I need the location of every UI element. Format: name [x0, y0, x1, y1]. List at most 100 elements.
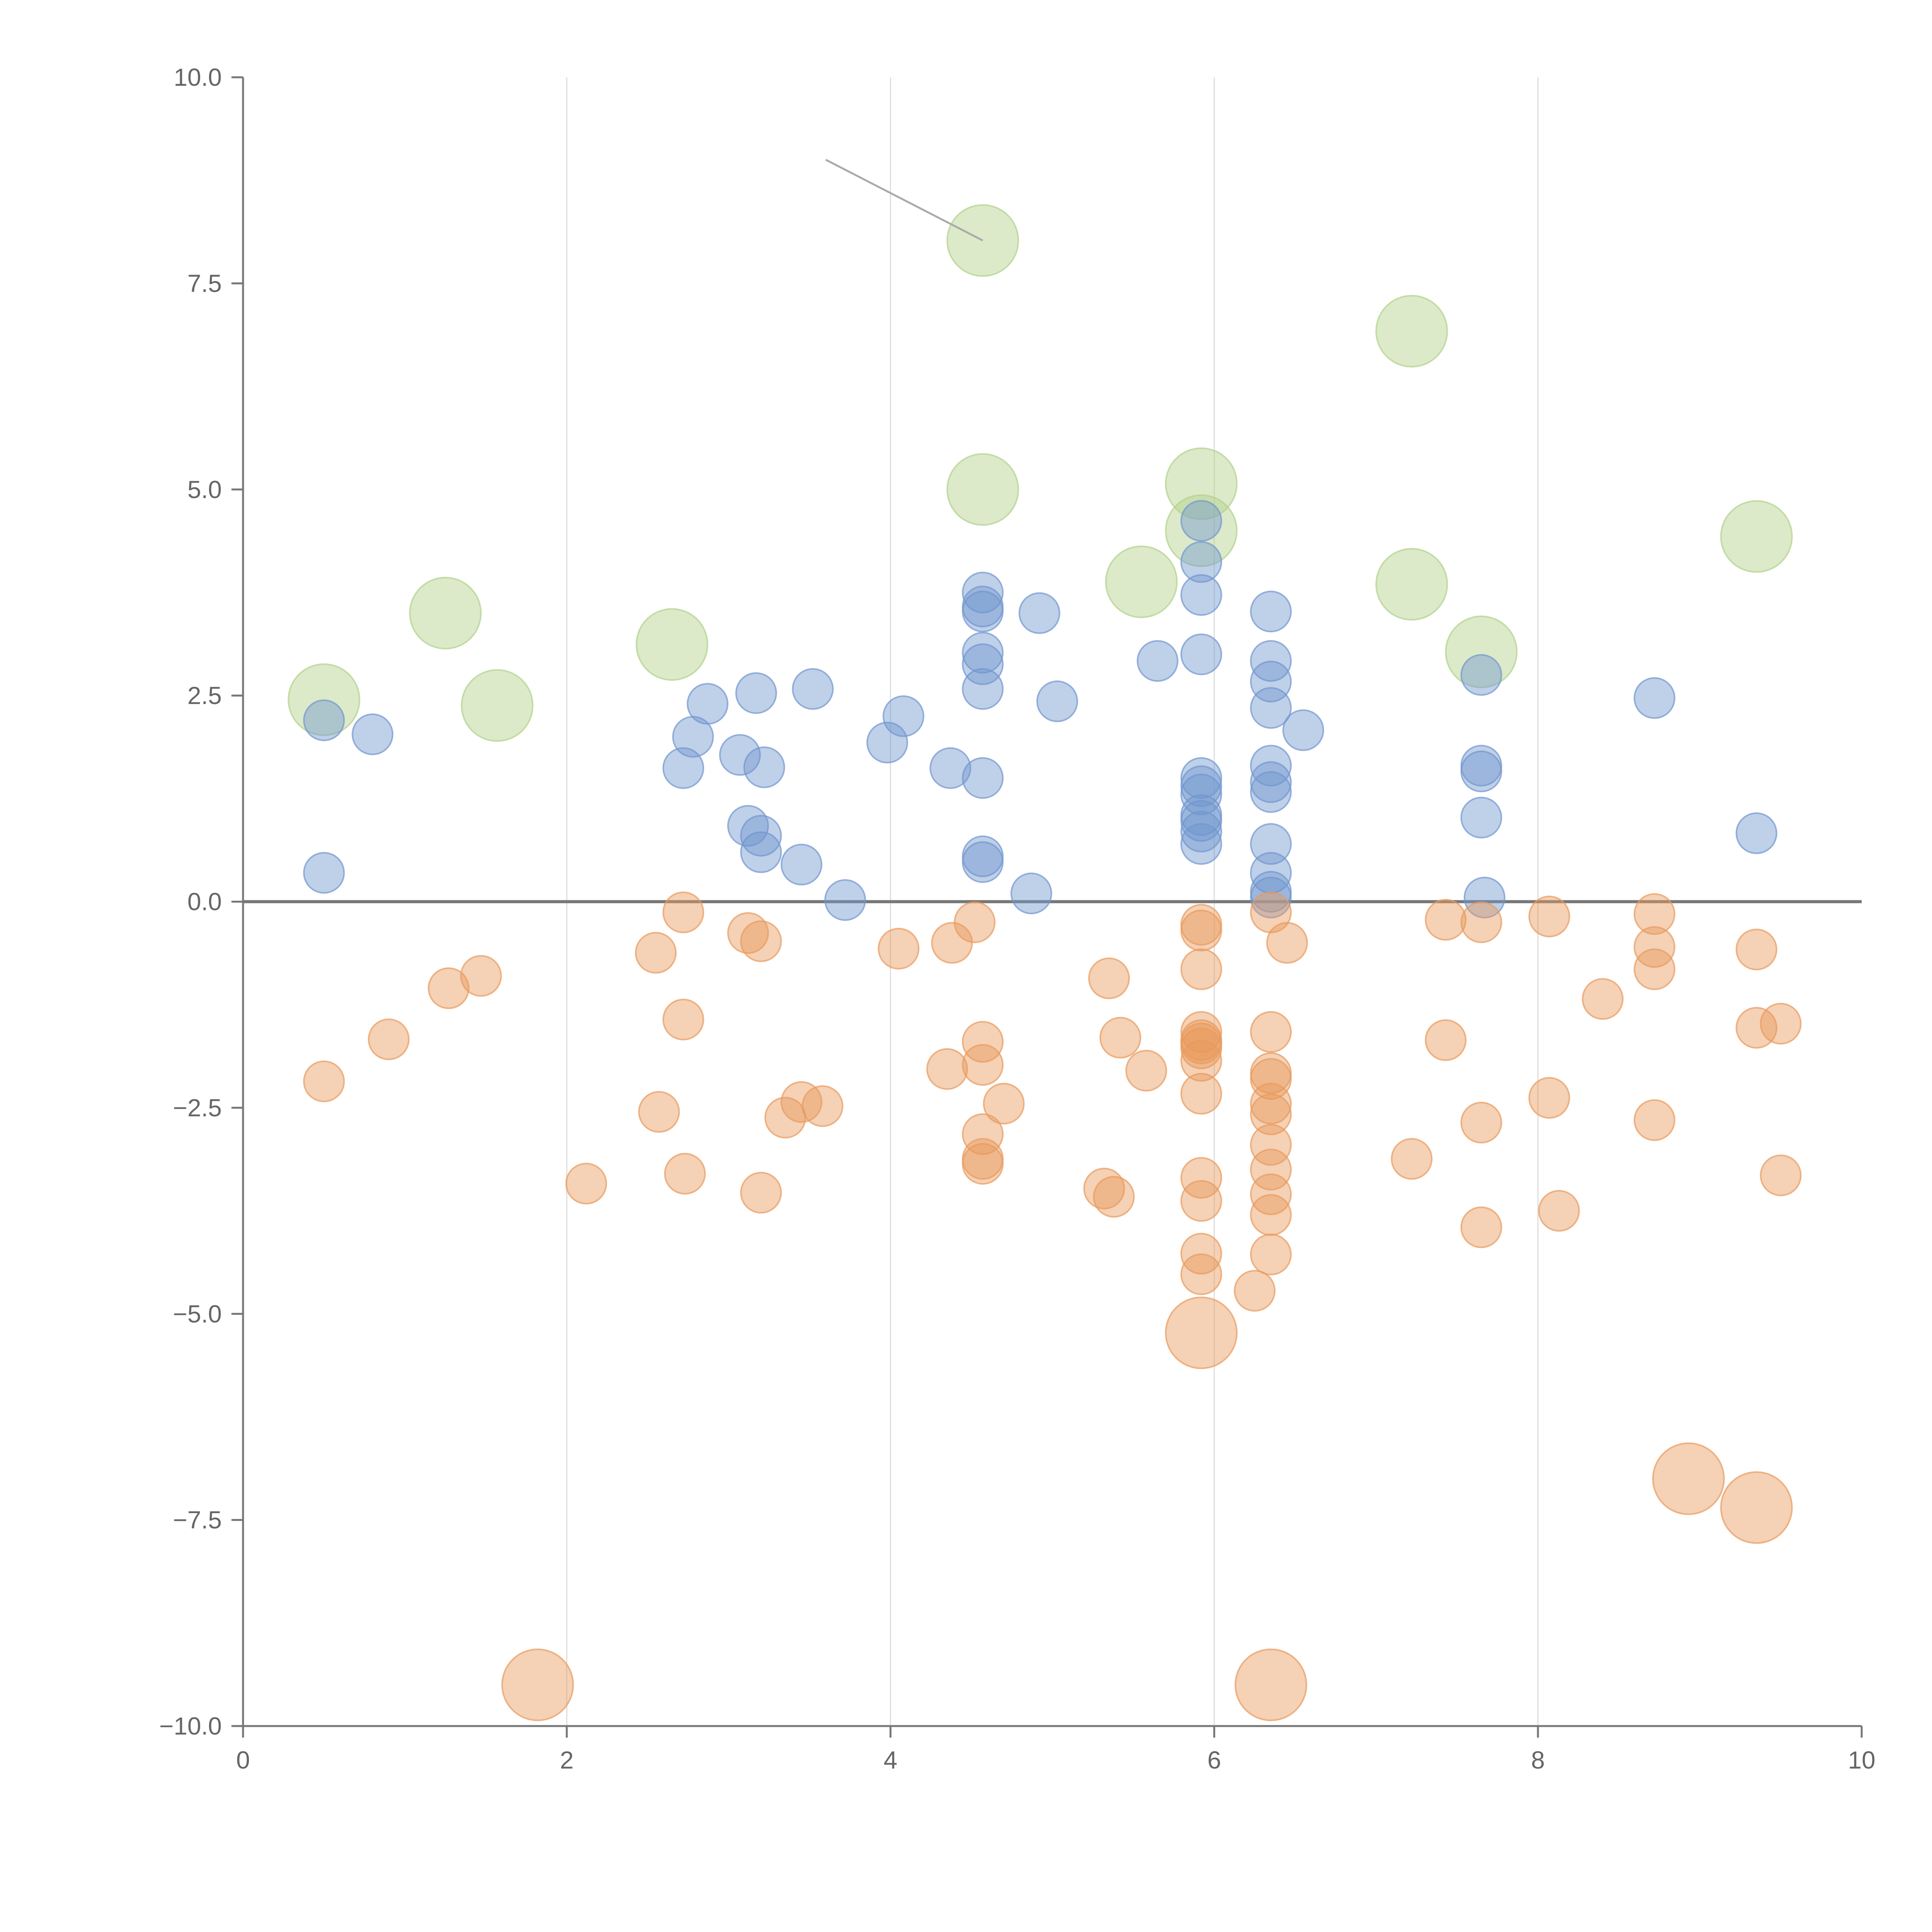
green-point: [1445, 616, 1518, 689]
blue-point: [735, 672, 777, 714]
y-tick-label: −10.0: [159, 1712, 222, 1740]
orange-point: [983, 1083, 1025, 1125]
orange-point: [1180, 910, 1222, 952]
orange-point: [1250, 1058, 1292, 1100]
orange-point: [926, 1048, 968, 1090]
blue-point: [1250, 761, 1292, 803]
orange-point: [1180, 1027, 1222, 1070]
blue-point: [792, 668, 834, 710]
green-point: [1105, 545, 1178, 618]
green-point: [1375, 548, 1448, 621]
orange-point: [801, 1085, 844, 1127]
x-tick-label: 4: [884, 1746, 898, 1774]
blue-point: [1250, 660, 1292, 702]
orange-point: [460, 955, 502, 997]
y-tick-label: 2.5: [187, 682, 222, 709]
orange-point: [1125, 1049, 1167, 1092]
y-tick-label: 10.0: [173, 63, 222, 91]
blue-point: [1735, 812, 1777, 854]
blue-point: [929, 747, 971, 789]
y-tick-label: −2.5: [173, 1094, 222, 1122]
orange-point: [1633, 1099, 1675, 1141]
orange-point: [1235, 1648, 1308, 1721]
orange-point: [1250, 1083, 1292, 1125]
orange-point: [1528, 1077, 1570, 1119]
orange-point: [428, 967, 470, 1009]
green-point: [946, 453, 1019, 526]
x-tick-label: 10: [1848, 1746, 1875, 1774]
annotation-leader-line: [825, 159, 983, 242]
orange-point: [1391, 1138, 1433, 1180]
orange-point: [740, 1172, 782, 1214]
orange-point: [368, 1018, 410, 1060]
orange-point: [1180, 1157, 1222, 1199]
blue-point: [1180, 811, 1222, 853]
green-point: [1165, 447, 1238, 520]
blue-point: [1180, 823, 1222, 865]
x-tick-label: 6: [1208, 1746, 1221, 1774]
orange-point: [1250, 1124, 1292, 1166]
orange-point: [1180, 1253, 1222, 1295]
grid-lines: [243, 77, 1862, 1726]
blue-point: [1180, 794, 1222, 836]
orange-point: [1266, 922, 1308, 964]
blue-point: [781, 844, 823, 886]
orange-point: [1652, 1442, 1725, 1515]
orange-point: [1180, 1040, 1222, 1082]
blue-point: [1250, 876, 1292, 918]
orange-point: [1633, 948, 1675, 990]
orange-point: [1460, 901, 1502, 943]
blue-point: [1180, 541, 1222, 583]
blue-point: [1018, 592, 1060, 634]
blue-point: [962, 835, 1004, 878]
blue-point: [1250, 745, 1292, 787]
blue-point: [1250, 687, 1292, 729]
blue-point: [824, 879, 866, 921]
blue-point: [1180, 765, 1222, 807]
blue-point: [1180, 800, 1222, 842]
orange-point: [635, 932, 677, 974]
blue-point: [1250, 590, 1292, 633]
orange-point: [1180, 1011, 1222, 1053]
blue-point: [1180, 574, 1222, 616]
blue-point: [1136, 640, 1179, 682]
blue-point: [962, 841, 1004, 883]
orange-point: [1165, 1296, 1238, 1369]
blue-point: [962, 571, 1004, 614]
blue-point: [1180, 757, 1222, 799]
blue-point: [303, 852, 345, 894]
orange-point: [1250, 1233, 1292, 1276]
blue-point: [719, 734, 761, 776]
blue-point: [962, 643, 1004, 685]
orange-point: [638, 1091, 680, 1133]
orange-point: [1720, 1471, 1793, 1544]
blue-point: [1250, 823, 1292, 865]
orange-point: [1250, 1093, 1292, 1135]
blue-point: [962, 632, 1004, 674]
blue-point: [962, 590, 1004, 633]
blue-point: [1460, 750, 1502, 793]
orange-point: [303, 1060, 345, 1102]
y-tick-label: −7.5: [173, 1506, 222, 1534]
orange-point: [1088, 957, 1130, 999]
green-point: [1375, 295, 1448, 368]
x-tick-label: 2: [560, 1746, 574, 1774]
blue-point: [662, 747, 704, 789]
blue-point: [883, 695, 925, 737]
axes: 0 2 4 6 8 10 10.0 7.5 5.0 2.5 0.0 −2.5 −5.0 −7.5 −10.0: [159, 63, 1876, 1774]
orange-point: [662, 998, 704, 1041]
orange-point: [1250, 1148, 1292, 1190]
blue-point: [1010, 872, 1053, 915]
y-tick-label: 7.5: [187, 269, 222, 297]
orange-point: [565, 1163, 607, 1205]
orange-point: [1099, 1017, 1141, 1059]
blue-point: [1633, 677, 1675, 719]
blue-point: [1180, 633, 1222, 675]
orange-point: [878, 928, 920, 970]
green-point: [636, 608, 709, 681]
y-tick-label: −5.0: [173, 1300, 222, 1328]
blue-point: [866, 721, 908, 764]
orange-point: [1582, 978, 1624, 1020]
orange-point: [1735, 929, 1777, 971]
